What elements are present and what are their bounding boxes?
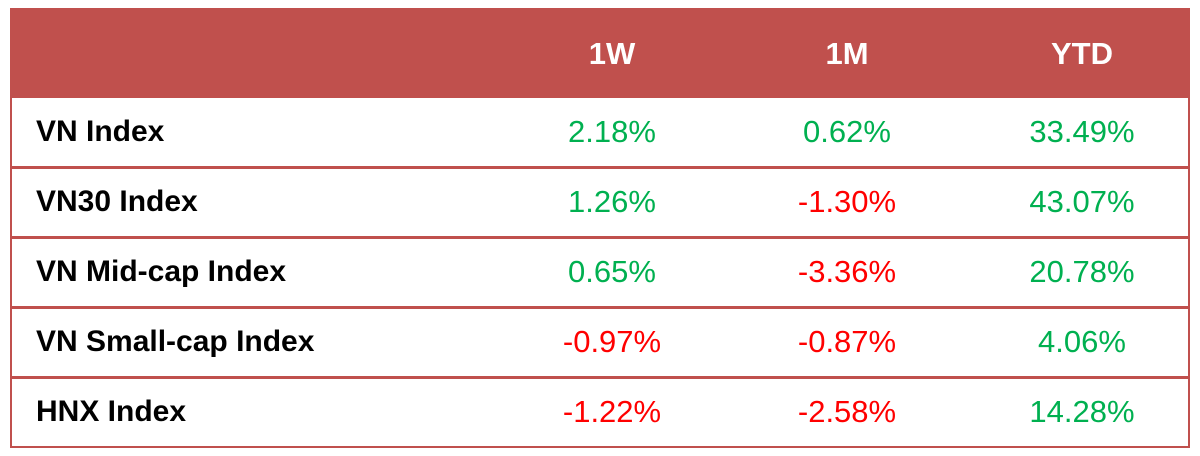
value-cell: 33.49%	[1029, 114, 1135, 149]
column-header-ytd: YTD	[1051, 36, 1113, 71]
row-label: VN30 Index	[36, 184, 198, 218]
value-cell: -3.36%	[797, 253, 897, 289]
column-header-1m: 1M	[825, 36, 869, 71]
value-cell: -1.30%	[797, 183, 897, 219]
column-header-1w: 1W	[588, 36, 636, 71]
value-cell: 4.06%	[1038, 323, 1126, 359]
value-cell: 0.65%	[568, 253, 656, 289]
value-cell: -0.97%	[562, 323, 662, 359]
table-header: 1W 1M YTD	[12, 10, 1188, 98]
performance-table: 1W 1M YTD VN Index 2.18% 0.62% 33.49% VN…	[10, 8, 1190, 448]
value-cell: 43.07%	[1029, 183, 1135, 219]
table-row: HNX Index -1.22% -2.58% 14.28%	[12, 376, 1188, 444]
value-cell: 2.18%	[568, 114, 656, 149]
value-cell: -2.58%	[797, 393, 897, 429]
table-row: VN30 Index 1.26% -1.30% 43.07%	[12, 166, 1188, 234]
table-row: VN Mid-cap Index 0.65% -3.36% 20.78%	[12, 236, 1188, 304]
value-cell: 1.26%	[568, 183, 656, 219]
value-cell: -0.87%	[797, 323, 897, 359]
row-label: HNX Index	[36, 394, 187, 428]
row-label: VN Small-cap Index	[36, 324, 315, 358]
value-cell: -1.22%	[562, 393, 662, 429]
row-label: VN Mid-cap Index	[36, 254, 287, 288]
value-cell: 14.28%	[1029, 393, 1135, 429]
table-row: VN Small-cap Index -0.97% -0.87% 4.06%	[12, 306, 1188, 374]
table-row: VN Index 2.18% 0.62% 33.49%	[12, 98, 1188, 166]
value-cell: 0.62%	[803, 114, 891, 149]
row-label: VN Index	[36, 115, 165, 148]
value-cell: 20.78%	[1029, 253, 1135, 289]
